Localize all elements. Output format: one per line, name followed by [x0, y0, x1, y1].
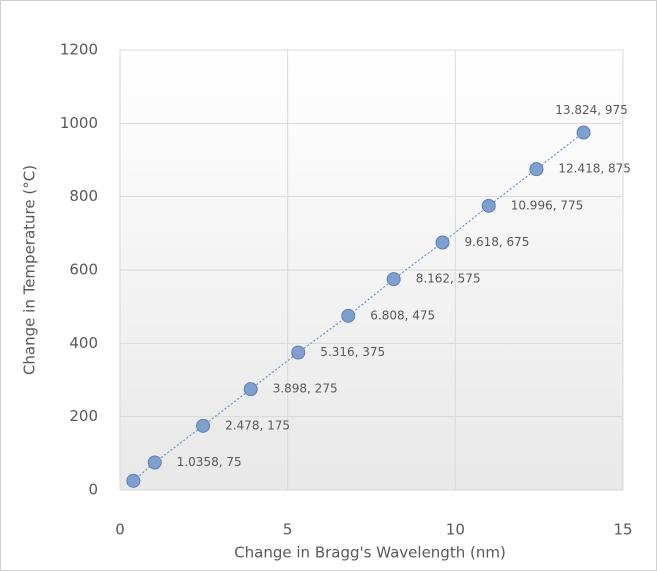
point	[147, 455, 162, 470]
y-tick-label: 200	[69, 407, 98, 425]
point	[529, 162, 544, 177]
y-axis-label: Change in Temperature (°C)	[21, 165, 39, 375]
data-label: 1.0358, 75	[177, 455, 242, 469]
x-axis-label: Change in Bragg's Wavelength (nm)	[234, 544, 506, 562]
point	[196, 418, 211, 433]
x-tick-label: 10	[446, 521, 465, 539]
data-label: 9.618, 675	[465, 235, 530, 249]
y-tick-label: 0	[88, 481, 98, 499]
data-label: 2.478, 175	[225, 418, 290, 432]
data-label: 12.418, 875	[558, 162, 631, 176]
point	[576, 125, 591, 140]
trend-line	[133, 132, 584, 482]
data-label: 6.808, 475	[370, 308, 435, 322]
y-tick-label: 600	[69, 261, 98, 279]
point	[243, 382, 258, 397]
y-tick-label: 1000	[60, 114, 98, 132]
data-label: 8.162, 575	[416, 272, 481, 286]
point	[126, 473, 141, 488]
y-tick-label: 800	[69, 187, 98, 205]
point	[481, 198, 496, 213]
x-tick-label: 5	[283, 521, 293, 539]
data-label: 5.316, 375	[320, 345, 385, 359]
y-tick-label: 400	[69, 334, 98, 352]
y-tick-label: 1200	[60, 41, 98, 59]
point	[435, 235, 450, 250]
data-label: 3.898, 275	[273, 382, 338, 396]
point	[386, 272, 401, 287]
x-tick-label: 15	[613, 521, 632, 539]
data-label: 10.996, 775	[511, 198, 584, 212]
data-label: 13.824, 975	[555, 103, 628, 117]
point	[291, 345, 306, 360]
point	[341, 308, 356, 323]
x-tick-label: 0	[115, 521, 125, 539]
